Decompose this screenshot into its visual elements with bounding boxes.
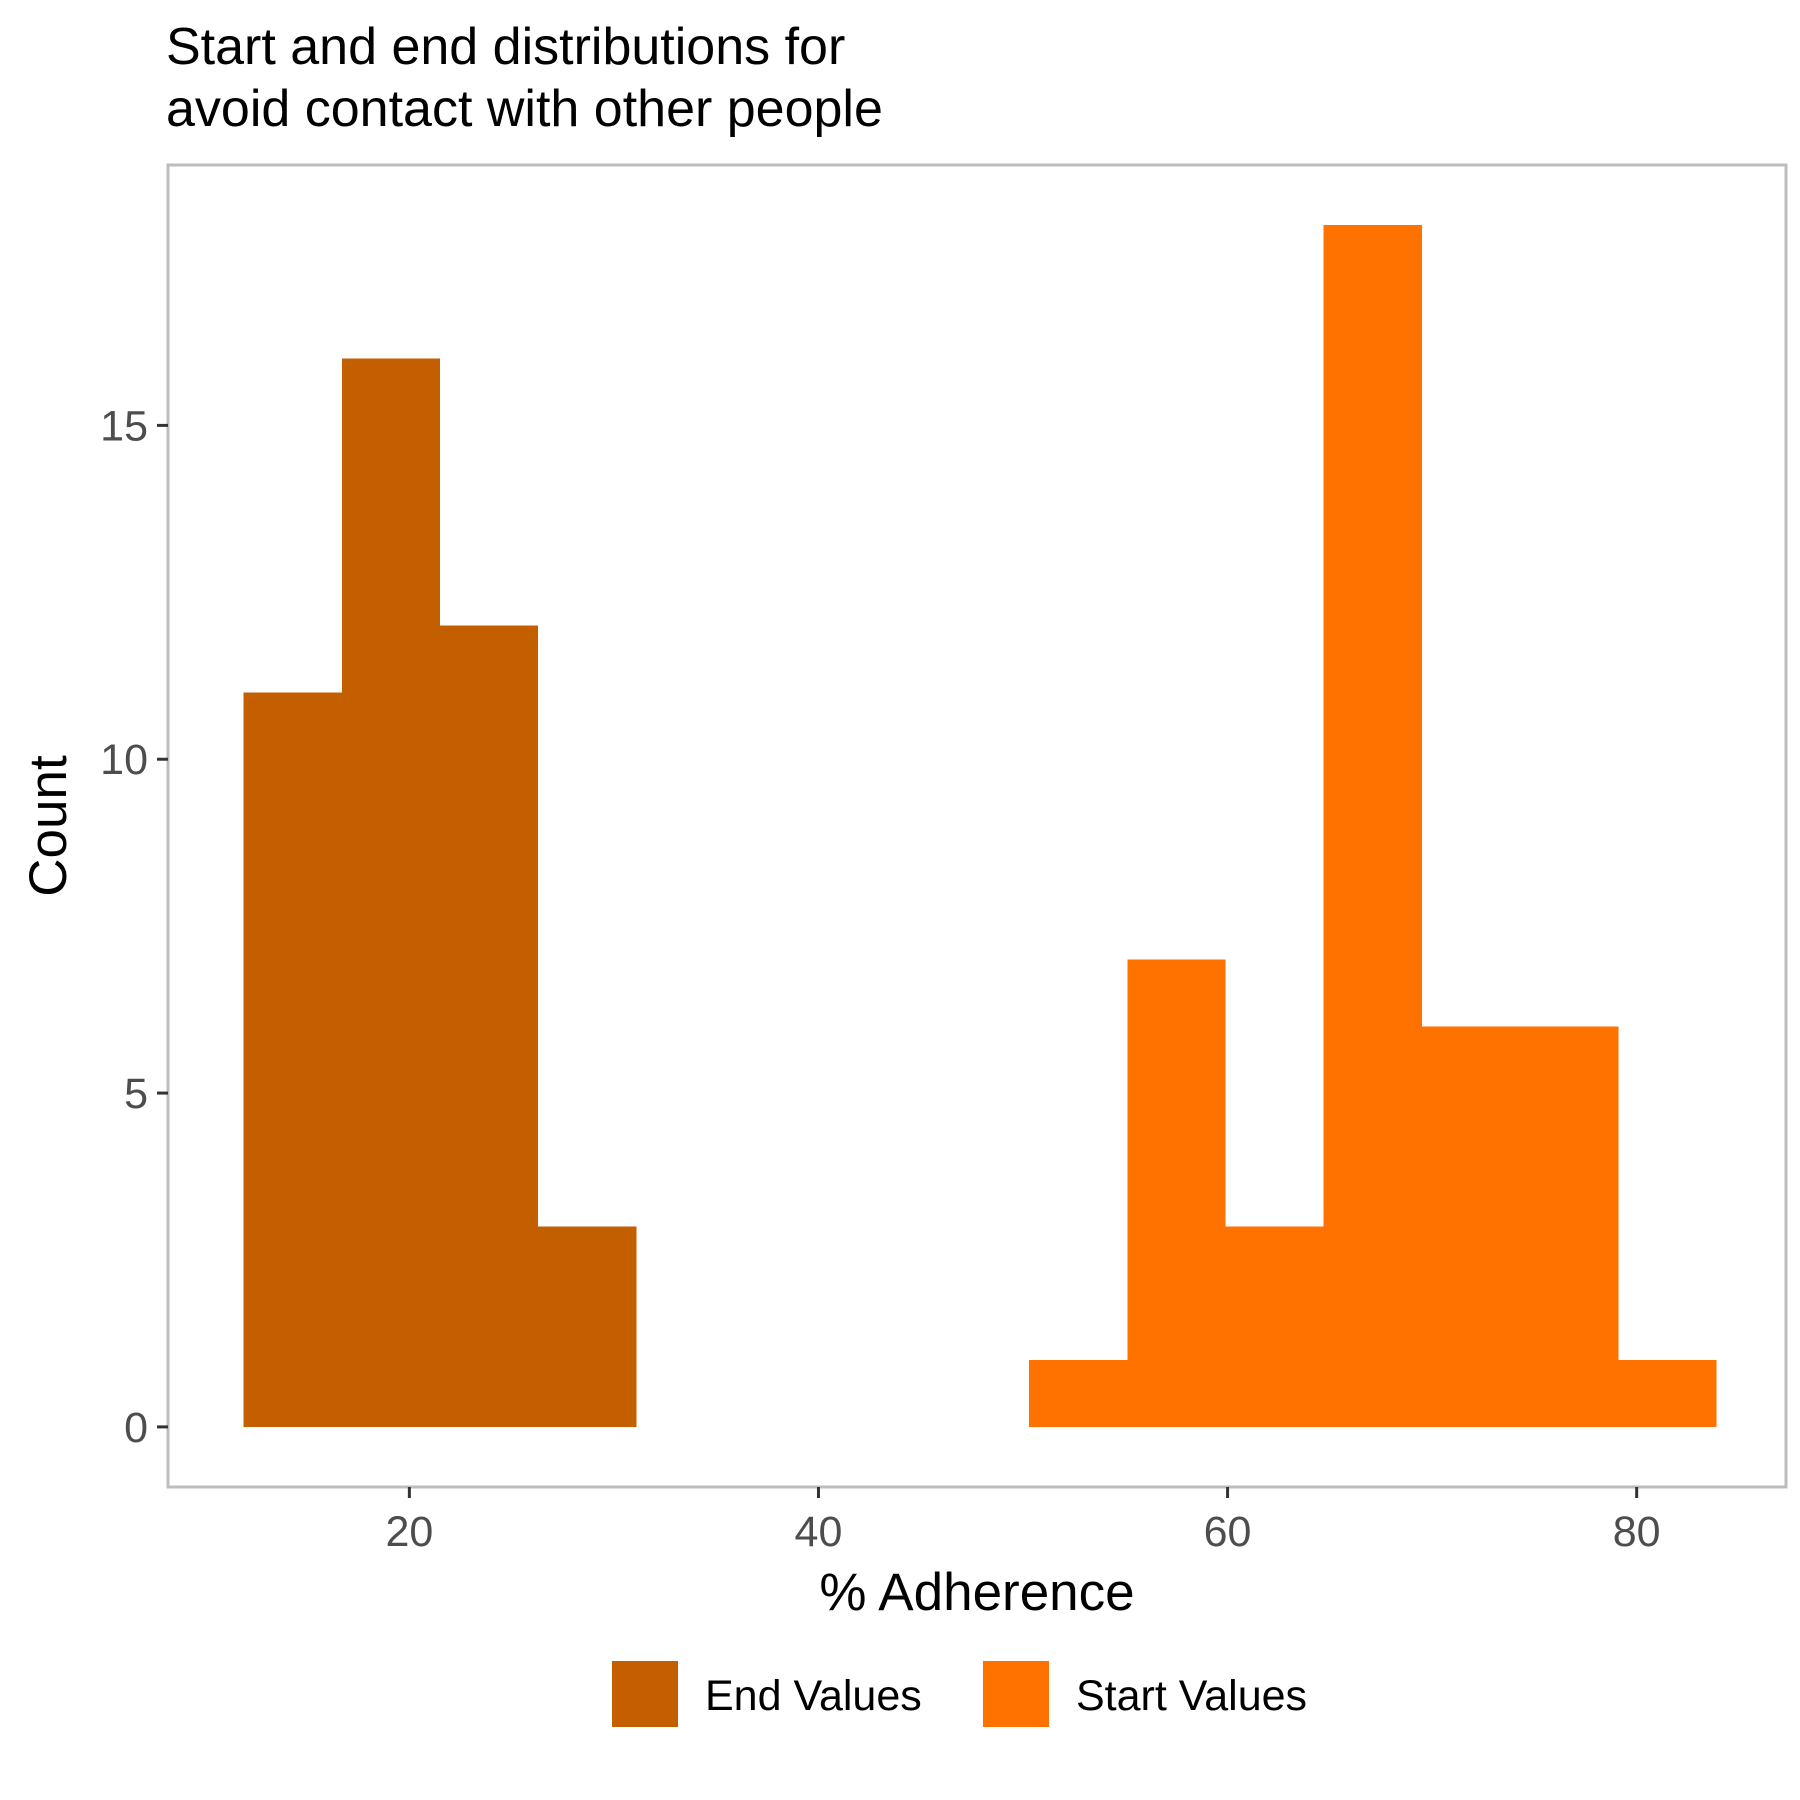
y-tick-label-5: 5 xyxy=(124,1070,148,1118)
x-tick-label-20: 20 xyxy=(385,1508,433,1556)
bar-start-values-1 xyxy=(1127,959,1226,1427)
bar-start-values-6 xyxy=(1618,1360,1717,1427)
bar-end-values-2 xyxy=(440,625,539,1427)
y-tick-label-0: 0 xyxy=(124,1404,148,1452)
axes-layer: 0 5 10 15 20 40 60 80 xyxy=(100,402,1660,1556)
plot-panel-border xyxy=(166,163,1788,1489)
bar-end-values-3 xyxy=(538,1226,637,1427)
legend-label-end-values: End Values xyxy=(705,1672,922,1720)
x-axis-title: % Adherence xyxy=(819,1563,1134,1622)
legend: End Values Start Values xyxy=(612,1661,1307,1727)
chart-title-line-2: avoid contact with other people xyxy=(166,80,883,138)
y-axis-title: Count xyxy=(19,755,78,897)
legend-label-start-values: Start Values xyxy=(1076,1672,1307,1720)
bar-start-values-0 xyxy=(1029,1360,1128,1427)
x-tick-label-60: 60 xyxy=(1204,1508,1252,1556)
bar-end-values-1 xyxy=(341,358,441,1427)
bar-start-values-5 xyxy=(1520,1026,1619,1427)
bar-start-values-2 xyxy=(1225,1226,1324,1427)
bar-start-values-3 xyxy=(1323,225,1422,1427)
bars-layer xyxy=(243,225,1717,1427)
bar-end-values-0 xyxy=(243,692,342,1427)
y-tick-label-15: 15 xyxy=(100,402,148,450)
legend-key-start-values xyxy=(983,1661,1049,1727)
x-tick-label-40: 40 xyxy=(795,1508,843,1556)
y-tick-label-10: 10 xyxy=(100,736,148,784)
legend-key-end-values xyxy=(612,1661,678,1727)
x-tick-label-80: 80 xyxy=(1613,1508,1661,1556)
bar-start-values-4 xyxy=(1421,1026,1521,1427)
chart-title-line-1: Start and end distributions for xyxy=(166,18,845,76)
